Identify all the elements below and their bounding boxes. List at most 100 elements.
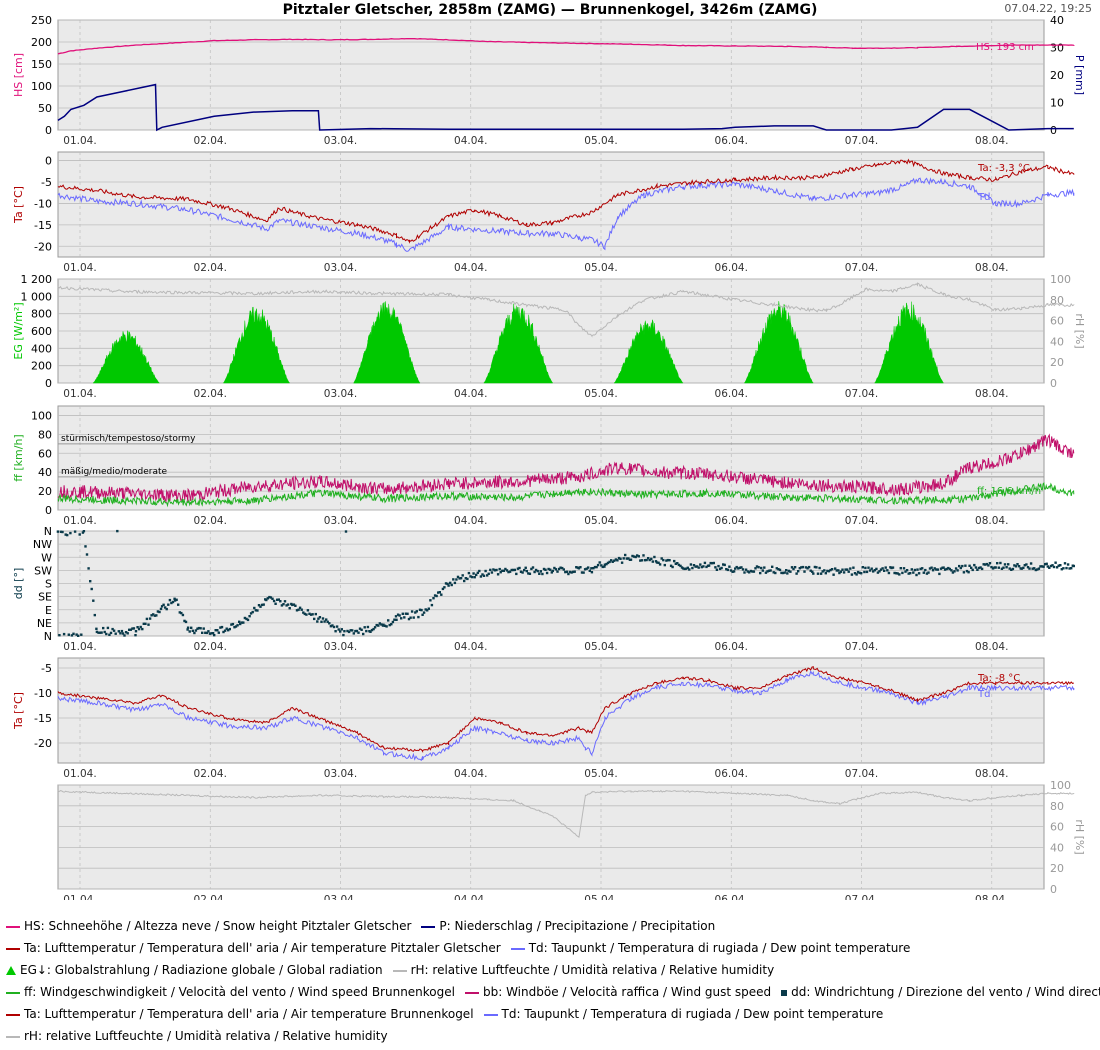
x-tick-label: 05.04. bbox=[584, 135, 617, 147]
dd-point bbox=[82, 530, 86, 533]
dd-point bbox=[313, 617, 316, 621]
dd-point bbox=[456, 575, 460, 579]
dd-point bbox=[907, 572, 910, 575]
legend-swatch bbox=[392, 969, 407, 972]
dd-point bbox=[342, 633, 345, 637]
dd-point bbox=[116, 529, 119, 533]
dd-point bbox=[717, 564, 720, 568]
legend-label: ff: Windgeschwindigkeit / Velocità del v… bbox=[24, 985, 455, 999]
dd-point bbox=[763, 566, 766, 569]
dd-point bbox=[876, 571, 880, 574]
legend-label: dd: Windrichtung / Direzione del vento /… bbox=[791, 985, 1100, 999]
y2-tick-label: 20 bbox=[1050, 69, 1064, 82]
dd-point bbox=[660, 557, 663, 560]
dd-point bbox=[996, 562, 999, 565]
dd-point bbox=[177, 603, 180, 606]
dd-point bbox=[666, 558, 670, 562]
dd-point bbox=[600, 564, 603, 567]
dd-point bbox=[340, 628, 343, 631]
x-tick-label: 07.04. bbox=[845, 641, 878, 653]
y-tick-label: 1 000 bbox=[21, 290, 53, 303]
y-tick-label: NW bbox=[33, 538, 52, 551]
dd-point bbox=[561, 566, 564, 570]
dd-point bbox=[199, 627, 202, 630]
dd-point bbox=[935, 568, 938, 571]
dd-point bbox=[601, 565, 604, 569]
dd-point bbox=[964, 564, 967, 567]
dd-point bbox=[775, 567, 778, 570]
dd-point bbox=[490, 571, 494, 574]
dd-point bbox=[58, 634, 61, 637]
dd-point bbox=[236, 624, 239, 627]
dd-point bbox=[126, 632, 129, 635]
dd-point bbox=[647, 557, 650, 560]
dd-point bbox=[834, 567, 837, 570]
dd-point bbox=[429, 599, 432, 602]
dd-point bbox=[823, 569, 826, 572]
dd-point bbox=[959, 566, 962, 570]
dd-point bbox=[464, 577, 467, 580]
x-tick-label: 04.04. bbox=[454, 768, 487, 780]
dd-point bbox=[984, 563, 987, 566]
dd-point bbox=[587, 566, 590, 569]
legend-swatch bbox=[6, 925, 20, 928]
dd-point bbox=[764, 571, 768, 574]
dd-point bbox=[1011, 567, 1015, 571]
dd-point bbox=[752, 570, 756, 573]
legend-item: EG↓: Globalstrahlung / Radiazione global… bbox=[6, 963, 383, 977]
dd-point bbox=[481, 573, 484, 576]
dd-point bbox=[228, 627, 231, 631]
legend-swatch bbox=[483, 1013, 498, 1016]
y-tick-label: 800 bbox=[31, 308, 52, 321]
panel-6-plot-area bbox=[57, 657, 1045, 764]
dd-point bbox=[173, 597, 176, 600]
dd-point bbox=[533, 570, 536, 574]
dd-point bbox=[216, 629, 219, 632]
dd-point bbox=[437, 591, 440, 594]
dd-point bbox=[89, 580, 92, 583]
dd-point bbox=[806, 567, 809, 570]
dd-point bbox=[489, 568, 492, 572]
x-tick-label: 08.04. bbox=[975, 135, 1008, 147]
dd-point bbox=[619, 557, 622, 560]
dd-point bbox=[320, 620, 323, 623]
dd-point bbox=[580, 571, 584, 574]
y2-tick-label: 80 bbox=[1050, 294, 1064, 307]
dd-point bbox=[1063, 562, 1067, 565]
y2-tick-label: 60 bbox=[1050, 315, 1064, 328]
dd-point bbox=[220, 625, 224, 629]
dd-point bbox=[1010, 568, 1013, 571]
dd-point bbox=[930, 566, 933, 569]
dd-point bbox=[482, 574, 486, 577]
dd-point bbox=[766, 570, 769, 573]
x-tick-label: 02.04. bbox=[194, 262, 227, 274]
dd-point bbox=[679, 564, 682, 568]
dd-point bbox=[90, 587, 93, 591]
dd-point bbox=[61, 530, 64, 534]
dd-point bbox=[807, 565, 811, 569]
dd-point bbox=[231, 622, 235, 626]
x-tick-label: 06.04. bbox=[715, 894, 748, 900]
dd-point bbox=[344, 530, 348, 533]
dd-point bbox=[977, 566, 981, 570]
y2-axis-title: rH [%] bbox=[1073, 313, 1086, 348]
dd-point bbox=[785, 569, 788, 572]
dd-point bbox=[291, 603, 294, 607]
dd-point bbox=[512, 568, 515, 572]
dd-point bbox=[915, 573, 918, 577]
dd-point bbox=[165, 607, 168, 611]
y-tick-label: N bbox=[44, 630, 52, 643]
dd-point bbox=[582, 571, 585, 574]
dd-point bbox=[697, 566, 700, 569]
y-tick-label: 100 bbox=[31, 409, 52, 422]
dd-point bbox=[443, 586, 446, 589]
y-tick-label: 20 bbox=[38, 485, 52, 498]
x-tick-label: 07.04. bbox=[845, 135, 878, 147]
ta-line bbox=[57, 158, 1075, 244]
dd-point bbox=[847, 570, 850, 573]
y-tick-label: 40 bbox=[1050, 841, 1064, 854]
ta-end-label: Ta: -3,3 °C bbox=[977, 163, 1030, 174]
dd-point bbox=[134, 630, 138, 633]
y-tick-label: 100 bbox=[31, 80, 52, 93]
dd-point bbox=[616, 559, 619, 562]
